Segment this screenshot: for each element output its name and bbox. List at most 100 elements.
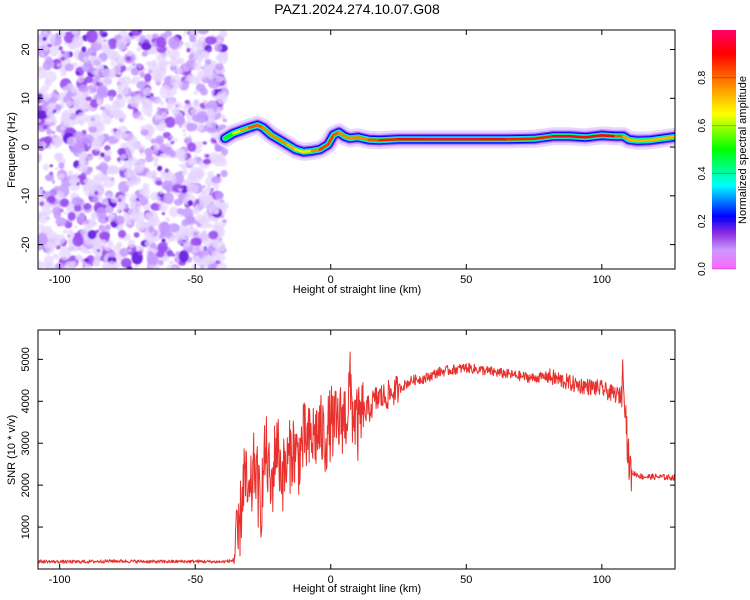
noise-blob (131, 215, 139, 222)
noise-blob (86, 30, 98, 43)
noise-blob (43, 45, 49, 52)
x-tick-label: 100 (593, 574, 611, 586)
noise-blob (150, 146, 154, 149)
noise-blob (181, 207, 194, 218)
noise-blob (157, 165, 163, 172)
noise-blob (70, 85, 78, 94)
noise-blob (130, 193, 137, 201)
noise-blob (180, 163, 188, 170)
x-tick-label: -100 (49, 274, 71, 286)
noise-blob (210, 264, 216, 268)
noise-blob (156, 200, 161, 205)
ridge-segment (584, 134, 604, 139)
noise-blob (216, 75, 224, 83)
noise-blob (58, 46, 63, 51)
noise-blob (127, 171, 132, 176)
noise-blob (125, 67, 131, 72)
noise-blob (72, 35, 84, 48)
noise-blob (102, 114, 113, 125)
noise-blob (103, 39, 108, 43)
noise-blob (71, 30, 79, 35)
noise-blob (159, 66, 167, 73)
x-tick-label: 100 (593, 274, 611, 286)
noise-blob (187, 142, 197, 152)
noise-blob (200, 235, 213, 246)
ridge-segment (348, 136, 360, 140)
noise-blob (190, 237, 202, 246)
noise-blob (101, 68, 113, 78)
noise-blob (164, 168, 169, 174)
noise-blob (115, 215, 125, 225)
noise-blob (113, 128, 117, 132)
noise-blob (91, 83, 95, 87)
noise-region (38, 30, 230, 269)
noise-blob (38, 196, 44, 203)
noise-blob (219, 199, 224, 203)
y-tick-label: 2000 (20, 473, 32, 497)
ridge-segment (261, 126, 273, 137)
noise-blob (110, 61, 115, 67)
noise-blob (160, 172, 167, 180)
noise-blob (134, 111, 140, 116)
noise-blob (75, 71, 80, 75)
ridge-segment (505, 137, 536, 141)
frequency-ridge (216, 116, 675, 161)
noise-blob (78, 159, 85, 166)
noise-blob (126, 180, 135, 188)
noise-blob (165, 141, 173, 148)
noise-blob (83, 258, 89, 262)
noise-blob (133, 164, 144, 174)
noise-blob (67, 211, 76, 221)
noise-blob (51, 180, 56, 184)
noise-blob (60, 198, 69, 208)
noise-blob (177, 208, 184, 215)
noise-blob (138, 144, 146, 153)
colorbar-tick-label: 0.4 (697, 166, 708, 180)
ridge-segment (635, 138, 652, 142)
noise-blob (118, 229, 127, 239)
noise-blob (92, 197, 99, 203)
noise-blob (116, 157, 121, 162)
noise-blob (49, 97, 57, 104)
noise-blob (147, 250, 153, 257)
noise-blob (147, 236, 154, 244)
noise-blob (194, 206, 198, 210)
noise-blob (57, 158, 66, 165)
noise-blob (97, 156, 103, 160)
noise-blob (173, 138, 178, 142)
noise-blob (137, 251, 143, 256)
noise-blob (150, 138, 157, 144)
colorbar-tick-label: 0.6 (697, 118, 708, 132)
noise-blob (46, 102, 56, 112)
noise-blob (186, 122, 198, 132)
noise-blob (202, 185, 206, 189)
noise-blob (38, 211, 49, 224)
ridge-segment (326, 133, 335, 146)
colorbar-tick-label: 0.0 (697, 262, 708, 276)
noise-blob (160, 221, 170, 230)
noise-blob (115, 38, 127, 51)
noise-blob (63, 31, 75, 44)
noise-blob (162, 108, 169, 113)
noise-blob (70, 260, 77, 267)
noise-blob (38, 260, 44, 269)
noise-blob (216, 253, 226, 262)
ridge-segment (294, 148, 305, 154)
noise-blob (96, 249, 100, 253)
noise-blob (96, 207, 107, 219)
bottom-x-axis-label: Height of straight line (km) (293, 583, 421, 595)
noise-blob (182, 199, 187, 204)
noise-blob (45, 56, 53, 65)
noise-blob (159, 190, 164, 195)
noise-blob (153, 143, 161, 151)
noise-blob (195, 141, 203, 148)
noise-blob (167, 138, 171, 141)
ridge-segment (649, 137, 666, 142)
noise-blob (38, 224, 45, 230)
noise-blob (79, 63, 83, 68)
noise-blob (147, 256, 159, 266)
noise-blob (39, 99, 43, 103)
noise-blob (81, 46, 87, 53)
noise-blob (201, 50, 210, 59)
noise-blob (38, 188, 43, 196)
